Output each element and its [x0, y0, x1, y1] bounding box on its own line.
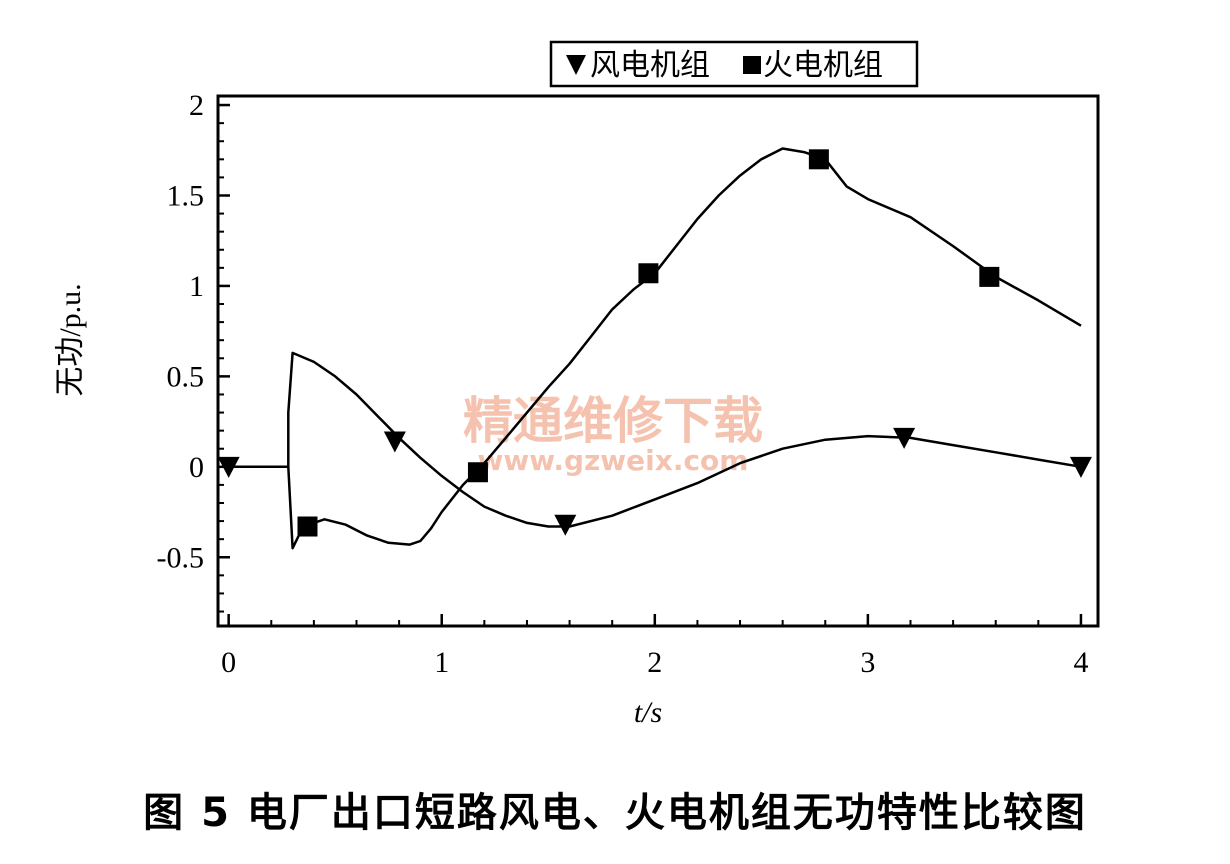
data-point-wind — [383, 431, 406, 453]
y-tick-label: 1 — [189, 270, 204, 303]
x-tick-label: 3 — [860, 646, 875, 679]
data-point-thermal — [297, 516, 318, 537]
figure-caption: 图 5 电厂出口短路风电、火电机组无功特性比较图 — [143, 790, 1087, 836]
data-point-thermal — [638, 263, 659, 284]
y-tick-label: -0.5 — [157, 541, 205, 574]
watermark: 精通维修下载 www.gzweix.com — [463, 391, 763, 477]
x-axis-label: t/s — [634, 696, 662, 729]
x-tick-label: 0 — [221, 646, 236, 679]
y-tick-label: 2 — [189, 89, 204, 122]
x-tick-label: 2 — [647, 646, 662, 679]
legend-square-icon — [743, 56, 761, 74]
series-layer — [217, 147, 1092, 550]
x-tick-label: 1 — [434, 646, 449, 679]
y-tick-label: 1.5 — [167, 179, 205, 212]
ticks: -0.5 0 0.5 1 1.5 2 0 1 2 3 4 — [157, 89, 1089, 679]
legend-label-thermal: 火电机组 — [763, 48, 883, 83]
y-axis-label: 无功/p.u. — [54, 283, 87, 396]
plot-frame — [216, 94, 1100, 628]
legend-triangle-icon — [566, 55, 586, 75]
y-tick-label: 0 — [189, 451, 204, 484]
data-point-wind — [554, 514, 577, 536]
data-point-thermal — [808, 149, 829, 170]
data-point-wind — [893, 427, 916, 449]
legend-label-wind: 风电机组 — [590, 48, 710, 83]
legend: 风电机组 火电机组 — [549, 40, 919, 88]
data-point-wind — [217, 456, 240, 478]
series-line-wind — [228, 351, 1082, 528]
chart: 精通维修下载 www.gzweix.com -0.5 0 0.5 1 1.5 2 0 1 2 3 4… — [54, 40, 1100, 729]
x-tick-label: 4 — [1073, 646, 1088, 679]
legend-box — [549, 40, 919, 88]
data-point-thermal — [979, 266, 1000, 287]
series-line-thermal — [228, 147, 1082, 550]
data-point-thermal — [467, 462, 488, 483]
watermark-text: 精通维修下载 — [463, 391, 763, 450]
data-point-wind — [1069, 456, 1092, 478]
watermark-url: www.gzweix.com — [478, 444, 749, 477]
y-tick-label: 0.5 — [167, 360, 205, 393]
